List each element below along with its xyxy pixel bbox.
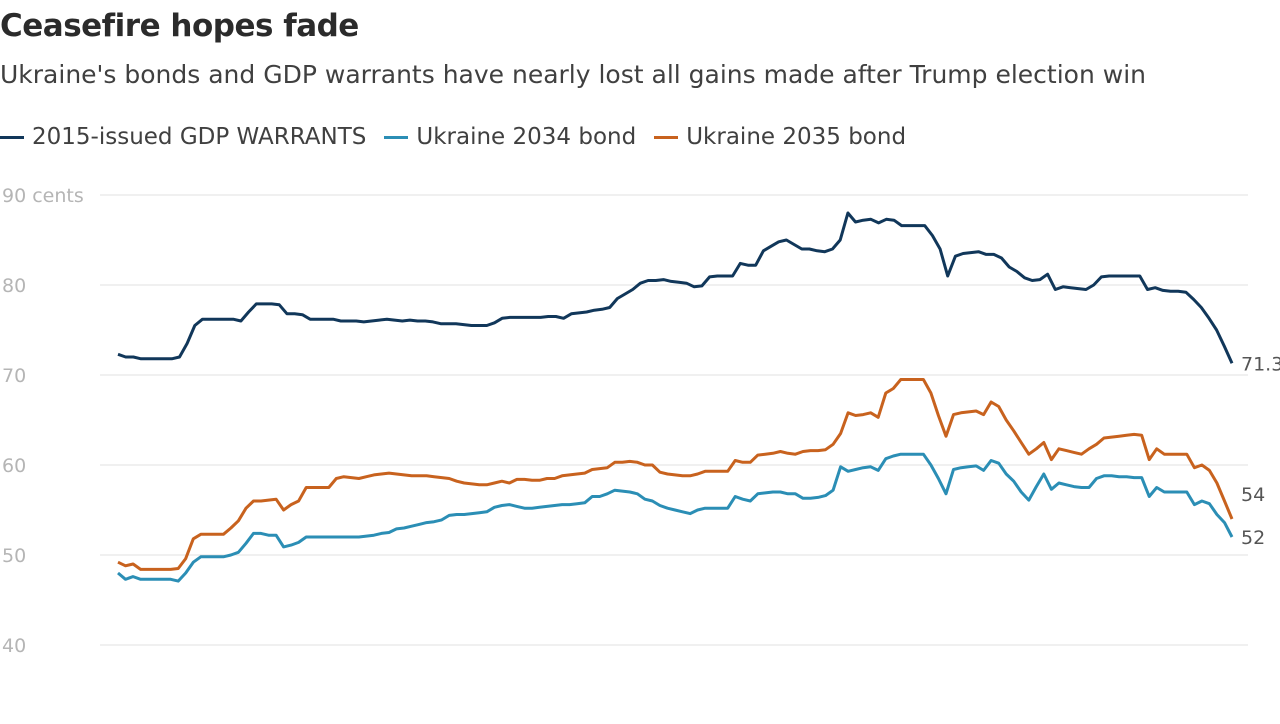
y-tick-label-50: 50 — [2, 545, 26, 567]
chart-subtitle: Ukraine's bonds and GDP warrants have ne… — [0, 60, 1146, 89]
end-label-gdp-warrants: 71.3 — [1241, 353, 1280, 375]
chart-legend: 2015-issued GDP WARRANTS Ukraine 2034 bo… — [0, 124, 906, 150]
y-tick-label-60: 60 — [2, 455, 26, 477]
legend-swatch-2035-bond — [654, 135, 679, 139]
legend-label-2035-bond: Ukraine 2035 bond — [686, 124, 907, 150]
series-lines — [117, 211, 1234, 583]
gridlines — [100, 194, 1248, 646]
legend-label-2034-bond: Ukraine 2034 bond — [416, 124, 637, 150]
legend-item-2034-bond: Ukraine 2034 bond — [384, 124, 636, 150]
y-axis-ticks: 90 cents 80 70 60 50 40 — [2, 185, 84, 657]
chart-title: Ceasefire hopes fade — [0, 8, 359, 44]
legend-swatch-gdp-warrants — [0, 135, 24, 139]
series-line-2035-bond — [117, 378, 1234, 571]
end-label-2034-bond: 52 — [1241, 527, 1265, 549]
y-tick-label-90: 90 cents — [2, 185, 84, 207]
y-tick-label-40: 40 — [2, 635, 26, 657]
y-tick-label-80: 80 — [2, 275, 26, 297]
series-line-2034-bond — [117, 452, 1234, 583]
legend-swatch-2034-bond — [384, 135, 409, 139]
series-line-gdp-warrants — [117, 211, 1234, 364]
legend-label-gdp-warrants: 2015-issued GDP WARRANTS — [32, 124, 367, 150]
end-labels: 71.3 52 54 — [1241, 353, 1280, 549]
legend-item-gdp-warrants: 2015-issued GDP WARRANTS — [0, 124, 366, 150]
legend-item-2035-bond: Ukraine 2035 bond — [654, 124, 906, 150]
end-label-2035-bond: 54 — [1241, 484, 1265, 506]
y-tick-label-70: 70 — [2, 365, 26, 387]
